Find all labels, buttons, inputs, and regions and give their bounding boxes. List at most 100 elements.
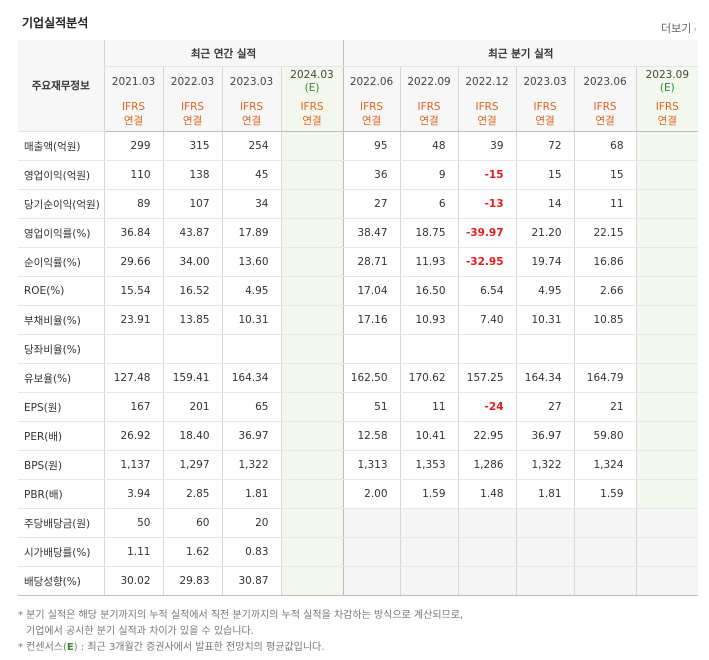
annual-value <box>280 247 344 277</box>
consolidated-label: 연결 <box>477 115 497 127</box>
more-link[interactable]: 더보기 › <box>661 20 697 36</box>
row-label: 매출액(억원) <box>18 131 104 161</box>
annual-value: 18.40 <box>162 421 222 451</box>
annual-value: 13.60 <box>221 247 281 277</box>
table-row: EPS(원) 167 201 65 51 11 -24 27 21 <box>18 392 699 422</box>
quarter-value: -39.97 <box>457 218 517 248</box>
quarter-value <box>399 334 459 364</box>
quarter-value <box>635 305 699 335</box>
quarter-value <box>342 566 401 596</box>
quarter-value <box>635 479 699 509</box>
row-label: 당기순이익(억원) <box>18 189 104 219</box>
annual-value <box>280 189 344 219</box>
table-row: 부채비율(%) 23.91 13.85 10.31 17.16 10.93 7.40 10.3… <box>18 305 699 335</box>
annual-value: 127.48 <box>103 363 163 393</box>
ifrs-label: IFRS <box>180 101 205 113</box>
quarter-group-header: 최근 분기 실적 <box>342 40 699 67</box>
quarter-value: -13 <box>457 189 517 219</box>
table-row: 유보율(%) 127.48 159.41 164.34 162.50 170.62 157.… <box>18 363 699 393</box>
quarter-value <box>635 363 699 393</box>
consolidated-label: 연결 <box>657 115 677 127</box>
row-label: 시가배당률(%) <box>18 537 104 567</box>
consolidated-label: 연결 <box>419 115 439 127</box>
annual-value: 167 <box>103 392 163 422</box>
quarter-value <box>342 334 401 364</box>
quarter-value: 164.79 <box>573 363 637 393</box>
quarter-value <box>573 537 637 567</box>
quarter-value <box>635 131 699 161</box>
ifrs-label: IFRS <box>417 101 441 113</box>
table-row: 매출액(억원) 299 315 254 95 48 39 72 68 <box>18 131 699 161</box>
quarter-value: 1.81 <box>515 479 575 509</box>
quarter-value: 1,353 <box>399 450 459 480</box>
quarter-period-header: 2022.06 <box>342 66 401 97</box>
ifrs-label: IFRS <box>239 101 264 113</box>
footnote-1-cont: 기업에서 공시한 분기 실적과 차이가 있을 수 있습니다. <box>26 626 254 637</box>
quarter-value <box>573 508 637 538</box>
annual-value: 43.87 <box>162 218 222 248</box>
quarter-value: 1,313 <box>342 450 401 480</box>
annual-value: 201 <box>162 392 222 422</box>
more-label: 더보기 <box>661 22 692 35</box>
quarter-value: 164.34 <box>515 363 575 393</box>
annual-value <box>280 305 344 335</box>
quarter-value <box>515 334 575 364</box>
quarter-value <box>457 537 517 567</box>
footnote-2-prefix: * 컨센서스( <box>18 642 67 653</box>
annual-value: 50 <box>103 508 163 538</box>
quarter-value: 72 <box>515 131 575 161</box>
quarter-period-header: 2023.06 <box>573 66 637 97</box>
quarter-value <box>457 508 517 538</box>
footnote-2-suffix: ) : 최근 3개월간 증권사에서 발표한 전망치의 평균값입니다. <box>73 642 325 653</box>
quarter-value: 17.04 <box>342 276 401 306</box>
period-label: 2022.03 <box>170 75 215 88</box>
table-row: 영업이익(억원) 110 138 45 36 9 -15 15 15 <box>18 160 699 190</box>
consensus-mark: E <box>66 642 74 653</box>
annual-value <box>280 508 344 538</box>
quarter-value: 14 <box>515 189 575 219</box>
annual-value: 254 <box>221 131 281 161</box>
ifrs-basis-header: IFRS 연결 <box>399 97 459 132</box>
quarter-value: 11 <box>399 392 459 422</box>
quarter-value <box>635 189 699 219</box>
annual-value: 29.83 <box>162 566 222 596</box>
quarter-value <box>635 247 699 277</box>
period-label: 2022.06 <box>349 75 394 88</box>
quarter-value: 68 <box>573 131 637 161</box>
row-label: 유보율(%) <box>18 363 104 393</box>
annual-value: 36.84 <box>103 218 163 248</box>
annual-value <box>280 537 344 567</box>
annual-value: 1.11 <box>103 537 163 567</box>
footnotes: * 분기 실적은 해당 분기까지의 누적 실적에서 직전 분기까지의 누적 실적… <box>18 608 463 656</box>
consolidated-label: 연결 <box>182 115 203 127</box>
quarter-value: 10.31 <box>515 305 575 335</box>
quarter-value: 59.80 <box>573 421 637 451</box>
annual-value: 1,137 <box>103 450 163 480</box>
quarter-value: 36.97 <box>515 421 575 451</box>
annual-value: 45 <box>221 160 281 190</box>
quarter-value <box>635 218 699 248</box>
quarter-value <box>635 421 699 451</box>
ifrs-label: IFRS <box>300 101 324 113</box>
annual-value <box>103 334 163 364</box>
period-label: 2022.12 <box>465 75 509 88</box>
annual-value <box>280 334 344 364</box>
annual-value <box>280 160 344 190</box>
annual-value <box>162 334 222 364</box>
quarter-value <box>399 537 459 567</box>
quarter-value <box>515 537 575 567</box>
table-row: 시가배당률(%) 1.11 1.62 0.83 <box>18 537 699 567</box>
annual-value: 107 <box>162 189 222 219</box>
quarter-value: -32.95 <box>457 247 517 277</box>
row-label: 순이익률(%) <box>18 247 104 277</box>
quarter-value: 7.40 <box>457 305 517 335</box>
quarter-value <box>342 508 401 538</box>
annual-value: 1.62 <box>162 537 222 567</box>
annual-value: 4.95 <box>221 276 281 306</box>
row-label: 영업이익(억원) <box>18 160 104 190</box>
annual-value: 16.52 <box>162 276 222 306</box>
quarter-value: 162.50 <box>342 363 401 393</box>
quarter-value: 38.47 <box>342 218 401 248</box>
period-label: 2023.06 <box>583 75 627 88</box>
quarter-period-header: 2022.12 <box>457 66 517 97</box>
